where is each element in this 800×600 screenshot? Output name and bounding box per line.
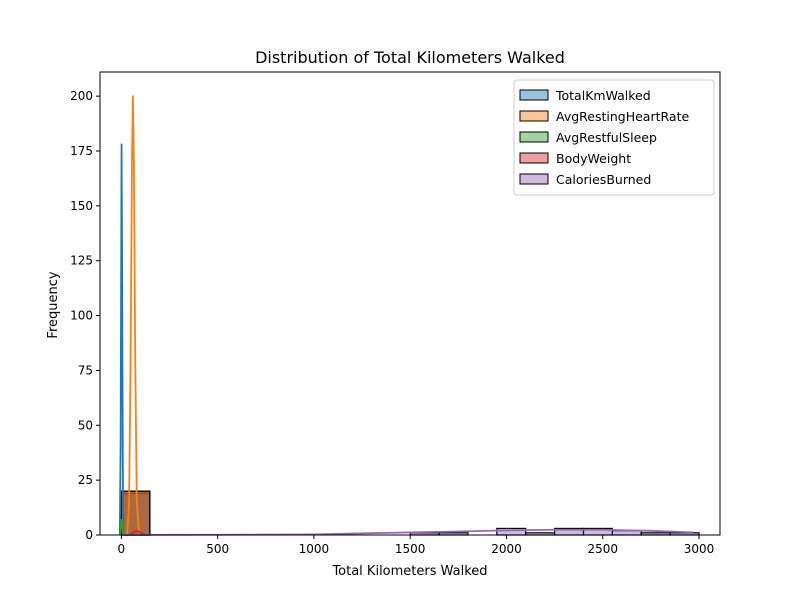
kde-line: [126, 95, 140, 536]
histogram-bar: [120, 490, 151, 536]
legend-swatch: [519, 152, 549, 164]
kde-line: [118, 143, 126, 536]
x-tick-label: 2500: [587, 542, 618, 556]
y-tick-label: 75: [78, 363, 93, 377]
y-tick-label: 50: [78, 418, 93, 432]
x-tick-label: 1000: [299, 542, 330, 556]
legend-label: AvgRestingHeartRate: [556, 109, 689, 124]
x-tick-label: 3000: [684, 542, 715, 556]
legend: TotalKmWalked AvgRestingHeartRate AvgRestf…: [513, 79, 715, 196]
kde-line: [119, 518, 125, 536]
x-axis-label: Total Kilometers Walked: [331, 564, 487, 579]
y-tick-label: 150: [70, 199, 93, 213]
legend-swatch: [519, 173, 549, 185]
legend-label: CaloriesBurned: [556, 172, 651, 187]
y-tick-label: 175: [70, 144, 93, 158]
histogram-bars: [120, 490, 700, 536]
x-tick-label: 0: [118, 542, 126, 556]
legend-swatch: [519, 89, 549, 101]
x-tick-label: 1500: [395, 542, 426, 556]
legend-swatch: [519, 110, 549, 122]
x-tick-label: 500: [206, 542, 229, 556]
histogram-bar: [120, 490, 151, 536]
histogram-bar: [120, 492, 151, 536]
x-tick-label: 2000: [491, 542, 522, 556]
axes: 0 500 1000 1500 2000 2500 3000 0 25 50 75 100 125 150…: [70, 71, 721, 556]
y-axis-label: Frequency: [46, 271, 61, 338]
y-tick-label: 200: [70, 89, 93, 103]
legend-label: BodyWeight: [556, 151, 631, 166]
legend-swatch: [519, 131, 549, 143]
legend-label: TotalKmWalked: [555, 88, 651, 103]
y-tick-label: 25: [78, 473, 93, 487]
legend-label: AvgRestfulSleep: [556, 130, 657, 145]
y-tick-label: 125: [70, 254, 93, 268]
y-tick-label: 100: [70, 309, 93, 323]
chart-title: Distribution of Total Kilometers Walked: [255, 48, 565, 67]
y-tick-label: 0: [85, 528, 93, 542]
legend-box: [513, 79, 715, 196]
kde-line: [128, 529, 147, 536]
